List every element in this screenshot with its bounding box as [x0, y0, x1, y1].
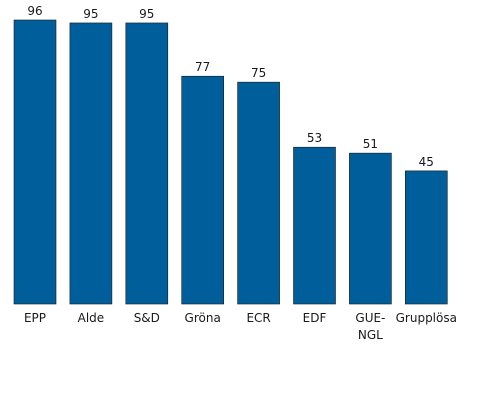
category-label-3: Gröna — [185, 311, 221, 325]
bar-3 — [181, 75, 224, 305]
category-label-6-line-0: GUE- — [355, 311, 385, 325]
category-label-4: ECR — [246, 311, 270, 325]
bar-7 — [404, 170, 448, 305]
category-label-5: EDF — [303, 311, 327, 325]
bar-6 — [349, 152, 392, 305]
value-label-0: 96 — [27, 4, 42, 18]
value-label-4: 75 — [251, 66, 266, 80]
value-label-3: 77 — [195, 60, 210, 74]
bar-0 — [13, 19, 57, 305]
value-label-2: 95 — [139, 7, 154, 21]
category-label-1: Alde — [78, 311, 105, 325]
category-label-6-line-1: NGL — [358, 328, 383, 342]
category-label-0: EPP — [24, 311, 46, 325]
category-label-2: S&D — [134, 311, 160, 325]
value-label-6: 51 — [363, 137, 378, 151]
bars-group — [13, 19, 448, 305]
bar-5 — [293, 146, 336, 305]
category-label-7: Grupplösa — [396, 311, 457, 325]
value-labels-group: 96 95 95 77 75 53 51 45 — [27, 4, 434, 169]
value-label-1: 95 — [83, 7, 98, 21]
value-label-5: 53 — [307, 131, 322, 145]
bar-4 — [237, 81, 280, 305]
value-label-7: 45 — [419, 155, 434, 169]
category-labels-group: EPP Alde S&D Gröna ECR EDF GUE- NGL Grupplösa — [24, 311, 457, 342]
bar-1 — [69, 22, 113, 305]
bar-2 — [125, 22, 169, 305]
